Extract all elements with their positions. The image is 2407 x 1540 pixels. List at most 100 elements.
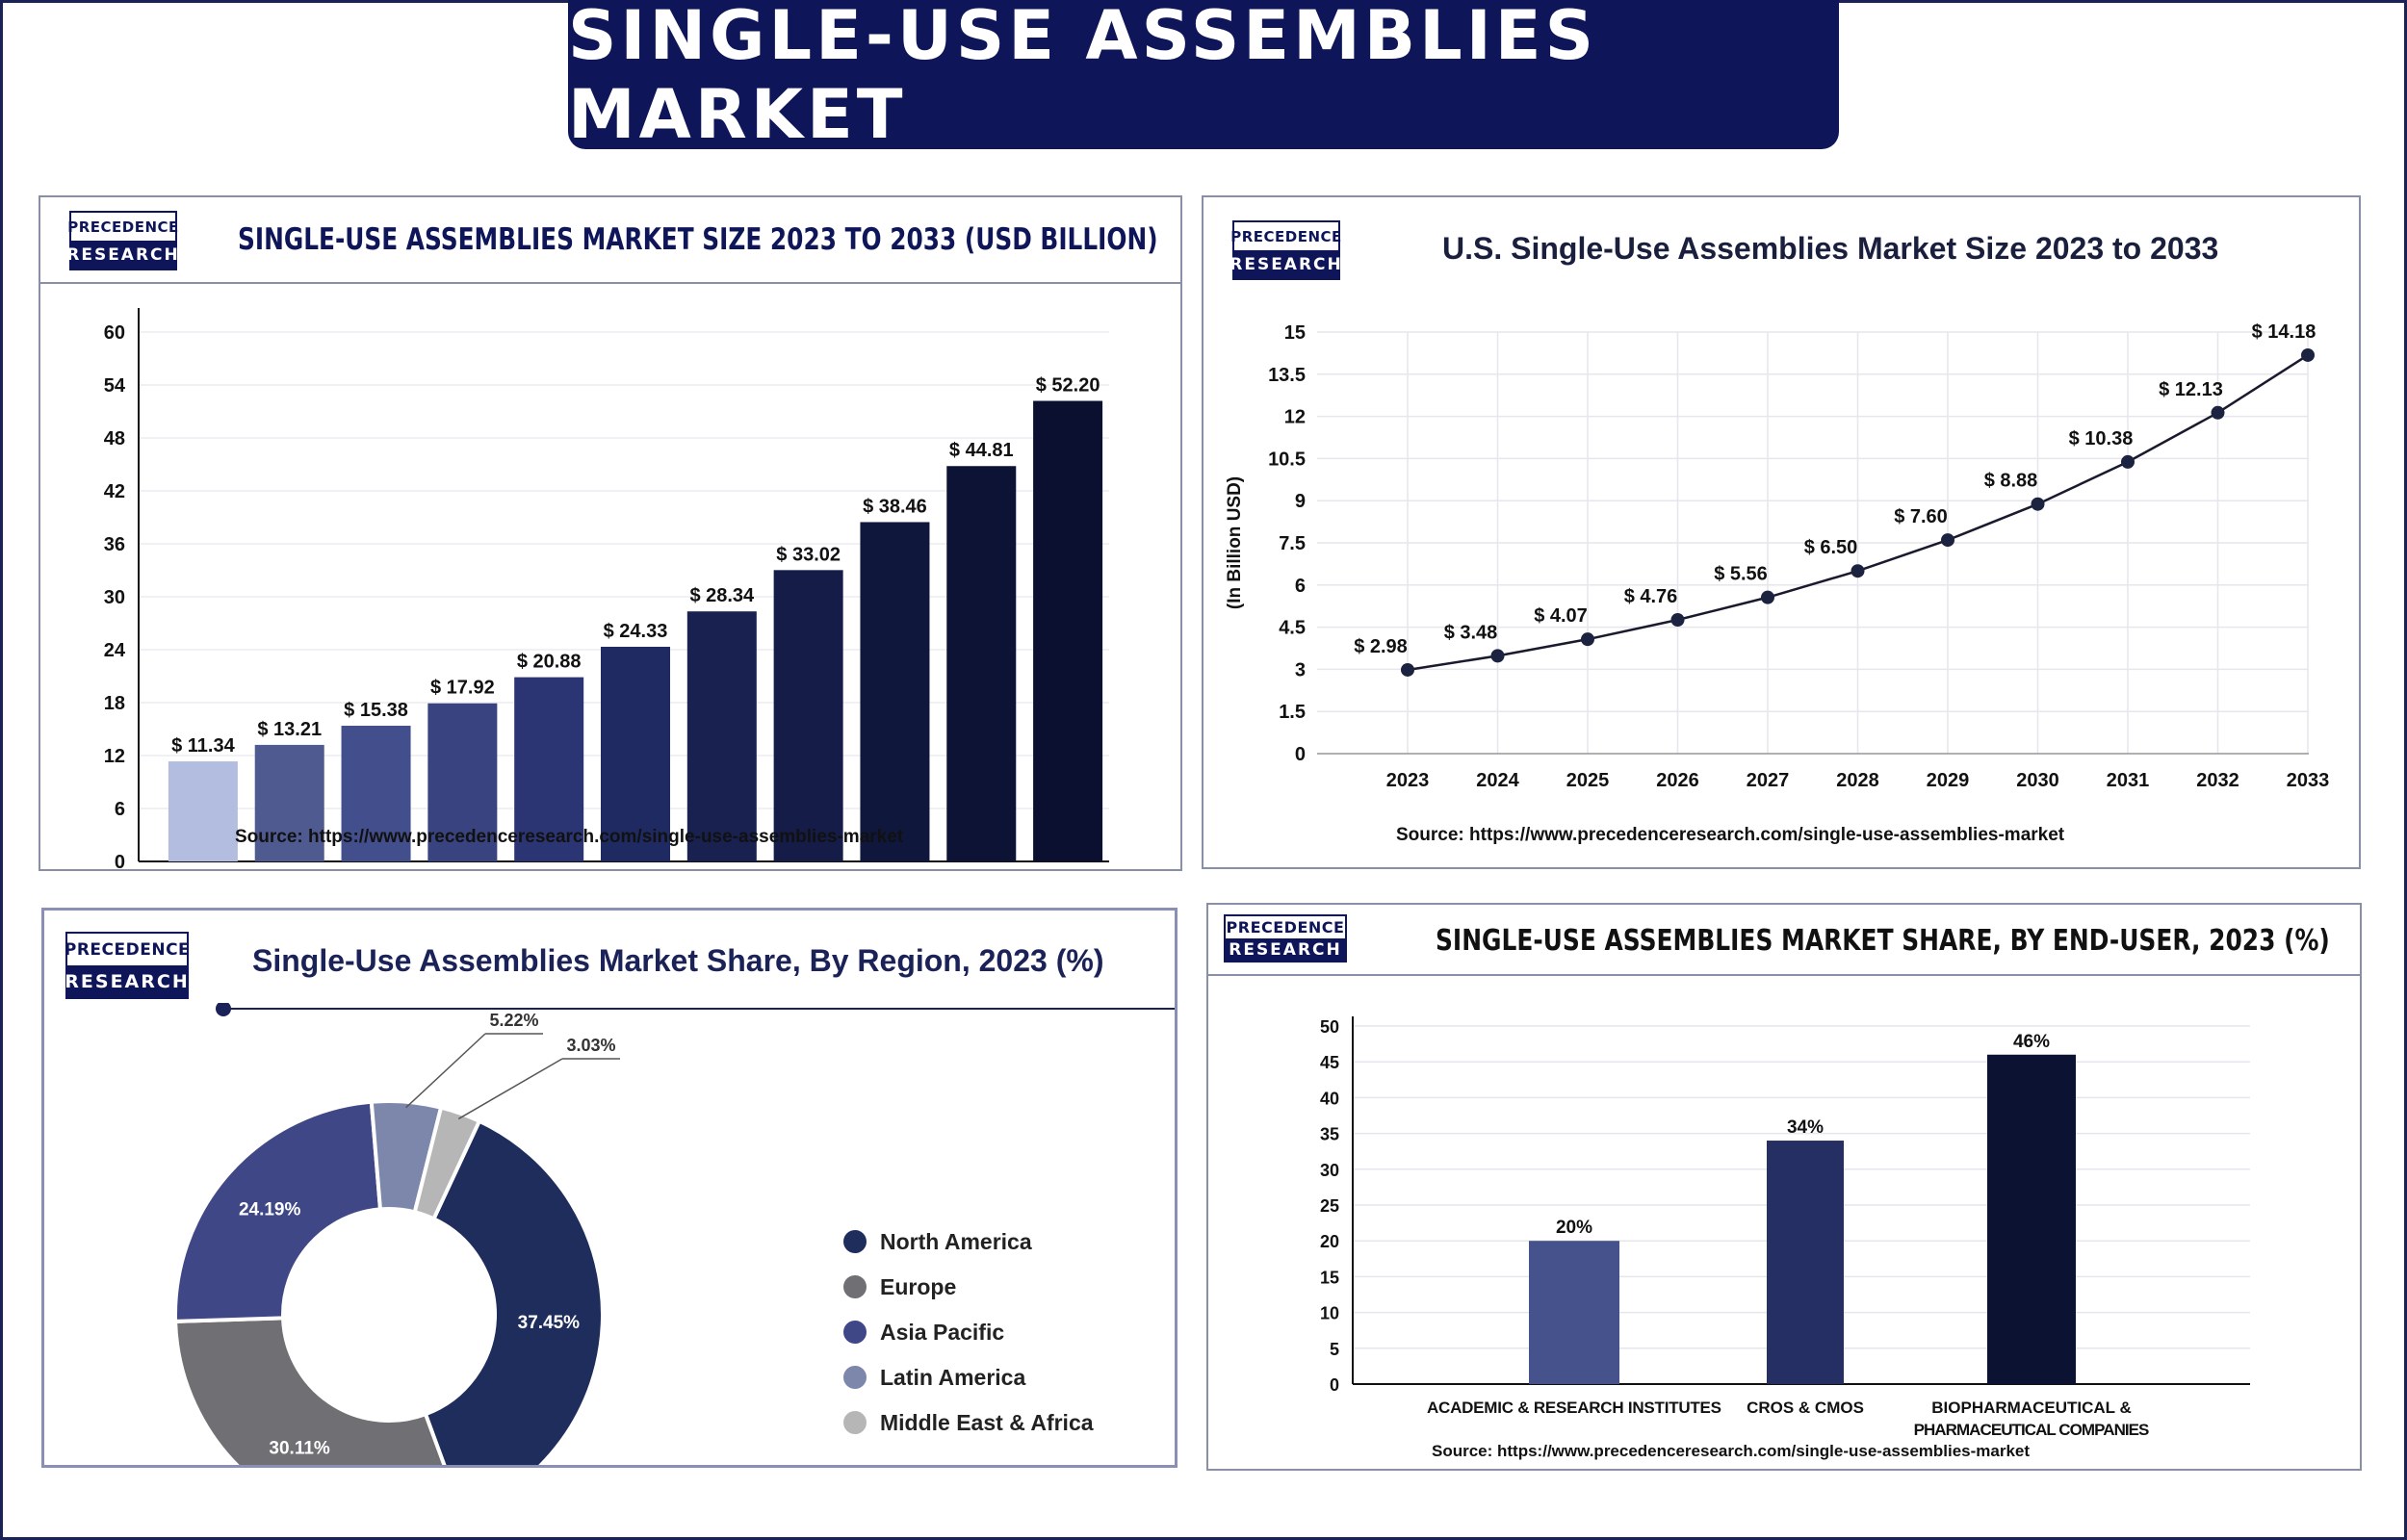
category-label: PHARMACEUTICAL COMPANIES — [1914, 1421, 2150, 1439]
data-label: $ 13.21 — [257, 719, 322, 740]
data-point — [2211, 405, 2225, 420]
category-label: BIOPHARMACEUTICAL & — [1931, 1399, 2131, 1417]
logo-line1: PRECEDENCE — [67, 213, 178, 241]
x-tick-label: 2027 — [1747, 770, 1790, 791]
data-point — [1401, 662, 1414, 677]
x-tick-label: 2028 — [1836, 770, 1879, 791]
data-label: $ 3.48 — [1444, 622, 1498, 643]
y-tick-label: 9 — [1295, 491, 1306, 512]
precedence-research-logo: PRECEDENCE RESEARCH — [65, 932, 190, 999]
data-point — [2031, 497, 2045, 511]
bar — [341, 726, 411, 861]
enduser-bar-chart: 0 5 10 15 20 25 30 35 40 45 50 20% ACADEMIC & RESEAR… — [1320, 1016, 2250, 1439]
y-tick-label: 12 — [1284, 407, 1306, 428]
data-point — [1670, 613, 1685, 628]
panel-global-title: SINGLE-USE ASSEMBLIES MARKET SIZE 2023 T… — [238, 222, 1158, 257]
y-tick-label: 10 — [1320, 1304, 1339, 1323]
data-label: $ 6.50 — [1804, 537, 1858, 558]
y-tick-label: 24 — [104, 640, 126, 661]
logo-line2: RESEARCH — [1229, 250, 1341, 278]
y-tick-label: 5 — [1330, 1340, 1339, 1359]
data-label: $ 14.18 — [2252, 321, 2316, 343]
bar — [860, 522, 930, 861]
y-axis-label: (In Billion USD) — [1225, 476, 1245, 609]
donut-slice — [412, 1105, 482, 1221]
data-point — [1581, 632, 1594, 647]
y-tick-label: 6 — [1295, 576, 1306, 597]
panel-us-title: U.S. Single-Use Assemblies Market Size 2… — [1442, 231, 2219, 266]
panel-enduser-title: SINGLE-USE ASSEMBLIES MARKET SHARE, BY E… — [1436, 924, 2330, 958]
us-line-chart: 0 1.5 3 4.5 6 7.5 9 10.5 12 13.5 15 2023 2024 2025 202… — [1225, 321, 2330, 791]
data-point — [1851, 564, 1865, 578]
y-tick-label: 0 — [1330, 1375, 1339, 1395]
y-tick-label: 42 — [104, 481, 125, 502]
y-tick-label: 20 — [1320, 1232, 1339, 1251]
data-label: 34% — [1787, 1117, 1824, 1138]
data-label: $ 52.20 — [1036, 375, 1100, 397]
x-tick-label: 2030 — [2016, 770, 2059, 791]
y-tick-label: 45 — [1320, 1053, 1339, 1072]
y-tick-label: 3 — [1295, 659, 1306, 680]
data-label: $ 11.34 — [171, 735, 236, 757]
legend-label: Asia Pacific — [880, 1320, 1004, 1345]
precedence-research-logo: PRECEDENCE RESEARCH — [1224, 914, 1347, 962]
slice-label: 24.19% — [239, 1199, 301, 1219]
y-tick-label: 6 — [115, 799, 125, 820]
legend-swatch — [843, 1366, 867, 1389]
y-tick-label: 40 — [1320, 1089, 1339, 1108]
y-tick-label: 13.5 — [1268, 365, 1306, 386]
data-point — [1490, 649, 1505, 663]
y-tick-label: 30 — [1320, 1161, 1339, 1180]
logo-line2: RESEARCH — [1226, 938, 1345, 961]
data-label: $ 33.02 — [776, 544, 841, 565]
legend-swatch — [843, 1230, 867, 1253]
y-tick-label: 48 — [104, 428, 125, 449]
data-point — [1761, 590, 1774, 604]
y-tick-label: 35 — [1320, 1125, 1339, 1144]
data-label: $ 20.88 — [517, 652, 582, 673]
slice-label: 3.03% — [566, 1036, 615, 1055]
x-tick-label: 2029 — [1927, 770, 1970, 791]
y-tick-label: 10.5 — [1268, 449, 1306, 470]
category-label: CROS & CMOS — [1747, 1399, 1864, 1417]
bar — [514, 677, 584, 861]
donut-slice — [173, 1099, 383, 1323]
region-donut-chart: 37.45% 30.11% 24.19% 5.22% 3.03% North Americ… — [173, 1003, 1175, 1465]
data-point — [1941, 533, 1954, 548]
data-label: $ 2.98 — [1354, 636, 1408, 657]
leader-line — [405, 1033, 486, 1109]
donut-slice — [423, 1118, 605, 1465]
logo-line1: PRECEDENCE — [1226, 916, 1345, 938]
slice-label: 30.11% — [269, 1439, 329, 1459]
x-tick-label: 2033 — [2287, 770, 2330, 791]
data-point — [2301, 347, 2315, 362]
bar — [773, 570, 843, 861]
y-tick-label: 0 — [115, 852, 125, 871]
y-tick-label: 18 — [104, 693, 125, 714]
y-tick-label: 4.5 — [1279, 618, 1306, 639]
slice-label: 37.45% — [518, 1313, 581, 1333]
logo-line1: PRECEDENCE — [65, 934, 190, 965]
bar — [1033, 400, 1103, 861]
y-tick-label: 25 — [1320, 1196, 1339, 1216]
bar — [686, 611, 757, 861]
y-tick-label: 7.5 — [1279, 533, 1306, 554]
bar — [946, 466, 1017, 861]
data-label: $ 5.56 — [1714, 564, 1768, 585]
logo-line2: RESEARCH — [65, 965, 188, 997]
data-label: $ 17.92 — [430, 678, 495, 699]
legend-label: Middle East & Africa — [880, 1410, 1094, 1435]
x-tick-label: 2026 — [1656, 770, 1699, 791]
y-tick-label: 15 — [1284, 322, 1306, 344]
data-label: $ 4.76 — [1624, 586, 1678, 607]
panel-global-header: PRECEDENCE RESEARCH SINGLE-USE ASSEMBLIE… — [40, 197, 1180, 284]
panel-enduser-share: PRECEDENCE RESEARCH SINGLE-USE ASSEMBLIE… — [1206, 903, 2362, 1471]
bar — [1529, 1241, 1619, 1384]
data-label: $ 10.38 — [2069, 428, 2134, 449]
panel-us-market-size: PRECEDENCE RESEARCH U.S. Single-Use Asse… — [1202, 195, 2361, 869]
page-title: SINGLE-USE ASSEMBLIES MARKET — [568, 0, 1597, 154]
y-tick-label: 60 — [104, 322, 125, 344]
y-tick-label: 15 — [1320, 1268, 1339, 1287]
leader-line — [457, 1058, 563, 1120]
